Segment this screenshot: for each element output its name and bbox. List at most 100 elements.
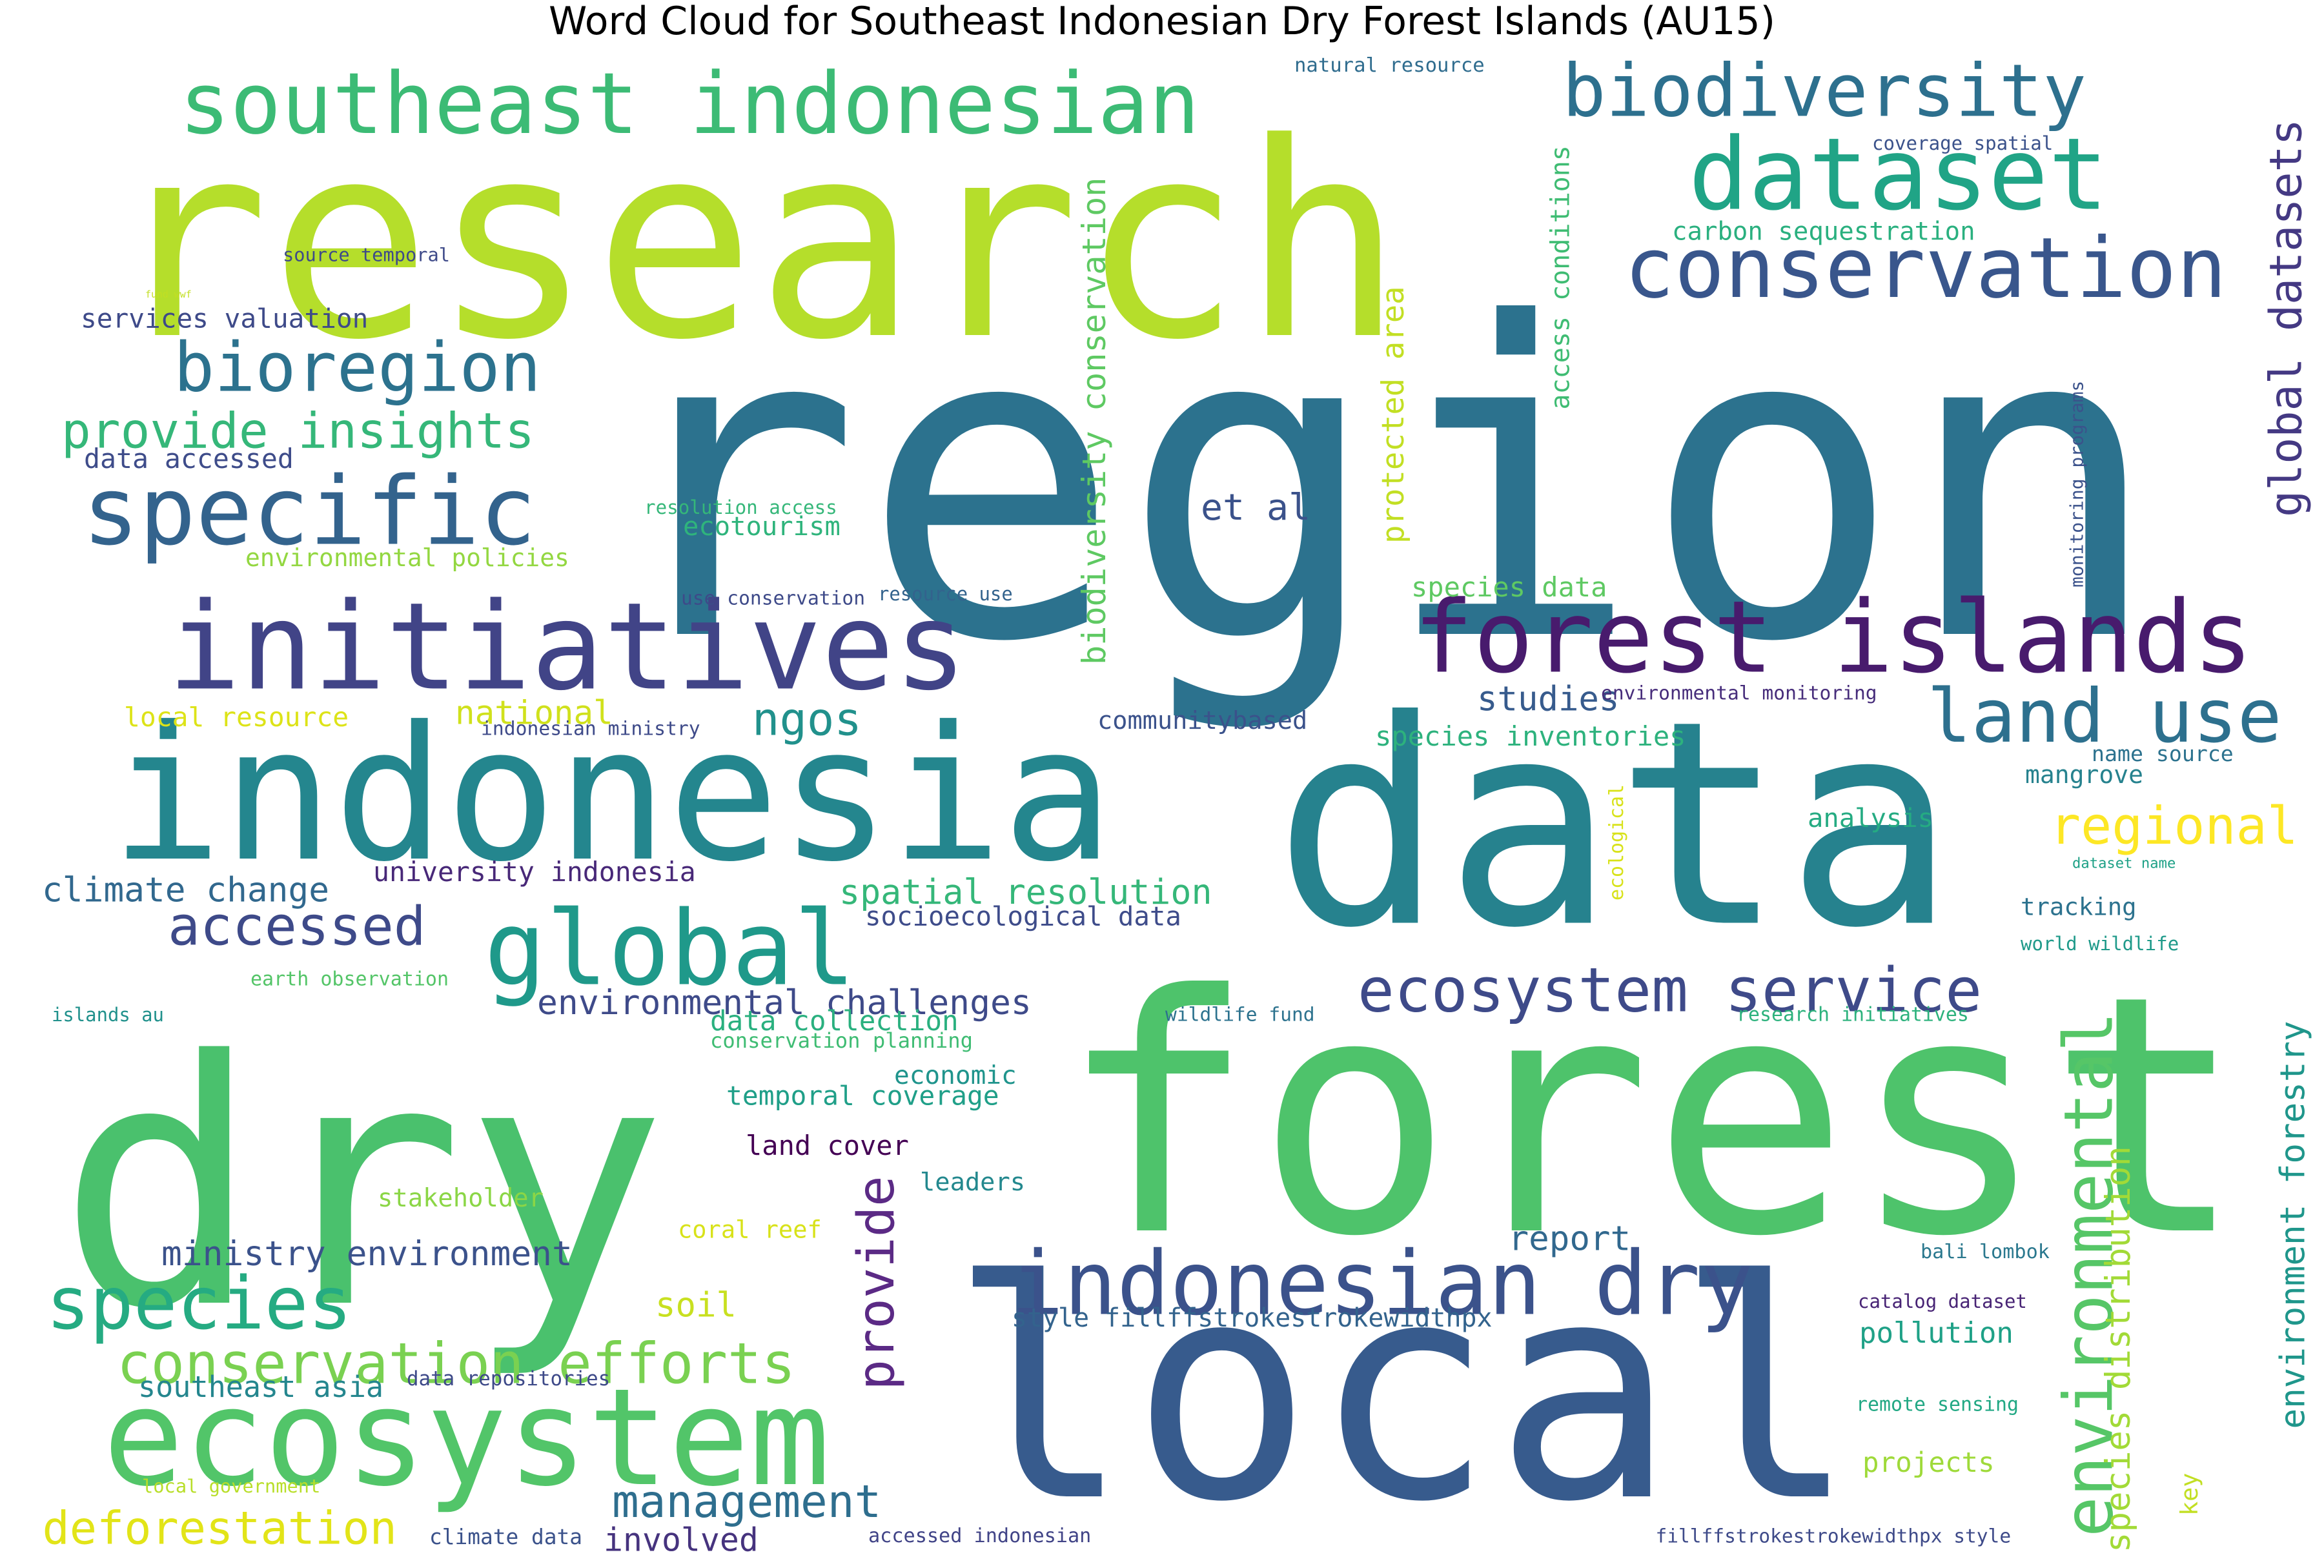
word-provide: provide <box>846 1176 906 1390</box>
word-environmental-challenges: environmental challenges <box>537 983 1032 1023</box>
word-national: national <box>455 693 613 732</box>
word-management: management <box>612 1476 882 1528</box>
word-analysis: analysis <box>1808 802 1934 833</box>
word-bioregion: bioregion <box>174 328 541 407</box>
word-islands-au: islands au <box>52 1004 164 1026</box>
word-biodiversity: biodiversity <box>1562 48 2086 134</box>
word-style-fillffstrokestrokewidthpx: style fillffstrokestrokewidthpx <box>1012 1303 1493 1333</box>
word-species-distribution: species distribution <box>2099 1146 2138 1553</box>
word-southeast-indonesian: southeast indonesian <box>179 54 1200 153</box>
word-ecotourism: ecotourism <box>683 511 841 542</box>
word-accessed-indonesian: accessed indonesian <box>868 1525 1092 1547</box>
word-leaders: leaders <box>920 1168 1026 1197</box>
word-regional: regional <box>2050 796 2298 856</box>
word-wildlife-fund: wildlife fund <box>1165 1003 1315 1026</box>
word-bali-lombok: bali lombok <box>1921 1241 2050 1263</box>
word-environmental-monitoring: environmental monitoring <box>1601 682 1877 704</box>
word-resolution-access: resolution access <box>644 496 837 518</box>
word-carbon-sequestration: carbon sequestration <box>1672 217 1975 247</box>
word-ecosystem: ecosystem <box>103 1360 830 1516</box>
word-local-government: local government <box>142 1475 321 1497</box>
word-protected-area: protected area <box>1376 286 1411 544</box>
word-indonesian-ministry: indonesian ministry <box>481 717 700 740</box>
word-services-valuation: services valuation <box>81 303 369 334</box>
word-report: report <box>1508 1219 1631 1259</box>
word-local-resource: local resource <box>124 702 349 733</box>
word-climate-change: climate change <box>42 870 330 910</box>
word-name-source: name source <box>2092 741 2234 766</box>
word-species-inventories: species inventories <box>1375 720 1686 752</box>
word-forest-islands: forest islands <box>1413 580 2254 696</box>
word-indonesian-dry: indonesian dry <box>1010 1232 1754 1336</box>
word-data-repositories: data repositories <box>407 1367 611 1390</box>
word-communitybased: communitybased <box>1097 706 1308 735</box>
word-catalog-dataset: catalog dataset <box>1858 1290 2027 1312</box>
word-environment-forestry: environment forestry <box>2273 1021 2313 1429</box>
word-et-al: et al <box>1201 487 1311 529</box>
word-projects: projects <box>1862 1447 1995 1479</box>
word-tracking: tracking <box>2021 892 2137 921</box>
word-biodiversity-conservation: biodiversity conservation <box>1075 177 1113 665</box>
word-spatial-resolution: spatial resolution <box>839 872 1212 912</box>
word-conservation-planning: conservation planning <box>710 1028 973 1053</box>
word-provide-insights: provide insights <box>61 402 535 460</box>
word-global-datasets: global datasets <box>2261 119 2312 517</box>
word-global: global <box>484 888 856 1009</box>
word-southeast-asia: southeast asia <box>138 1370 384 1404</box>
word-dataset: dataset <box>1688 117 2108 233</box>
word-climate-data: climate data <box>429 1525 582 1549</box>
word-conservation: conservation <box>1624 220 2227 317</box>
word-data: data <box>1274 660 1956 990</box>
word-university-indonesia: university indonesia <box>373 856 696 888</box>
word-natural-resource: natural resource <box>1294 54 1485 77</box>
word-ecosystem-service: ecosystem service <box>1358 955 1983 1026</box>
word-coverage-spatial: coverage spatial <box>1872 132 2054 154</box>
word-initiatives: initiatives <box>168 577 967 718</box>
word-ngos: ngos <box>752 693 862 746</box>
word-remote-sensing: remote sensing <box>1856 1393 2019 1416</box>
word-monitoring-programs: monitoring programs <box>2066 380 2088 587</box>
chart-title: Word Cloud for Southeast Indonesian Dry … <box>548 0 1776 44</box>
word-fillffstrokestrokewidthpx-style: fillffstrokestrokewidthpx style <box>1655 1525 2012 1547</box>
word-deforestation: deforestation <box>42 1502 397 1555</box>
word-dataset-name: dataset name <box>2072 855 2176 872</box>
word-stakeholder: stakeholder <box>378 1184 544 1213</box>
word-land-cover: land cover <box>746 1130 909 1161</box>
word-species: species <box>46 1261 352 1346</box>
word-accessed: accessed <box>168 895 426 958</box>
word-soil: soil <box>655 1285 737 1325</box>
word-data-collection: data collection <box>710 1005 959 1037</box>
word-environmental-policies: environmental policies <box>245 544 569 572</box>
word-resource-use: resource use <box>878 583 1013 605</box>
word-species-data: species data <box>1411 571 1607 603</box>
word-forest: forest <box>1057 926 2246 1308</box>
word-studies: studies <box>1477 679 1620 719</box>
word-coral-reef: coral reef <box>678 1216 822 1244</box>
word-key: key <box>2176 1472 2203 1516</box>
word-access-conditions: access conditions <box>1545 145 1576 410</box>
word-earth-observation: earth observation <box>250 968 449 991</box>
word-source-temporal: source temporal <box>283 243 451 266</box>
word-dry: dry <box>57 990 668 1383</box>
word-socioecological-data: socioecological data <box>865 901 1181 932</box>
word-local: local <box>949 1217 1858 1568</box>
word-mangrove: mangrove <box>2025 760 2144 789</box>
word-land-use: land use <box>1927 673 2282 759</box>
word-indonesia: indonesia <box>110 687 1114 902</box>
word-region: region <box>600 232 2163 736</box>
word-temporal-coverage: temporal coverage <box>726 1080 999 1112</box>
word-involved: involved <box>604 1521 759 1559</box>
word-ministry-environment: ministry environment <box>161 1234 573 1274</box>
word-data-accessed: data accessed <box>84 443 294 474</box>
word-conservation-efforts: conservation efforts <box>117 1330 796 1397</box>
word-ecological: ecological <box>1605 784 1628 901</box>
word-research-initiatives: research initiatives <box>1737 1003 1969 1026</box>
word-use-conservation: use conservation <box>681 587 866 609</box>
word-economic: economic <box>894 1061 1017 1090</box>
word-specific: specific <box>82 456 536 567</box>
word-fund-wwf: fund wwf <box>145 289 192 300</box>
word-world-wildlife: world wildlife <box>2021 933 2179 955</box>
word-pollution: pollution <box>1859 1317 2013 1350</box>
word-research: research <box>107 86 1404 399</box>
